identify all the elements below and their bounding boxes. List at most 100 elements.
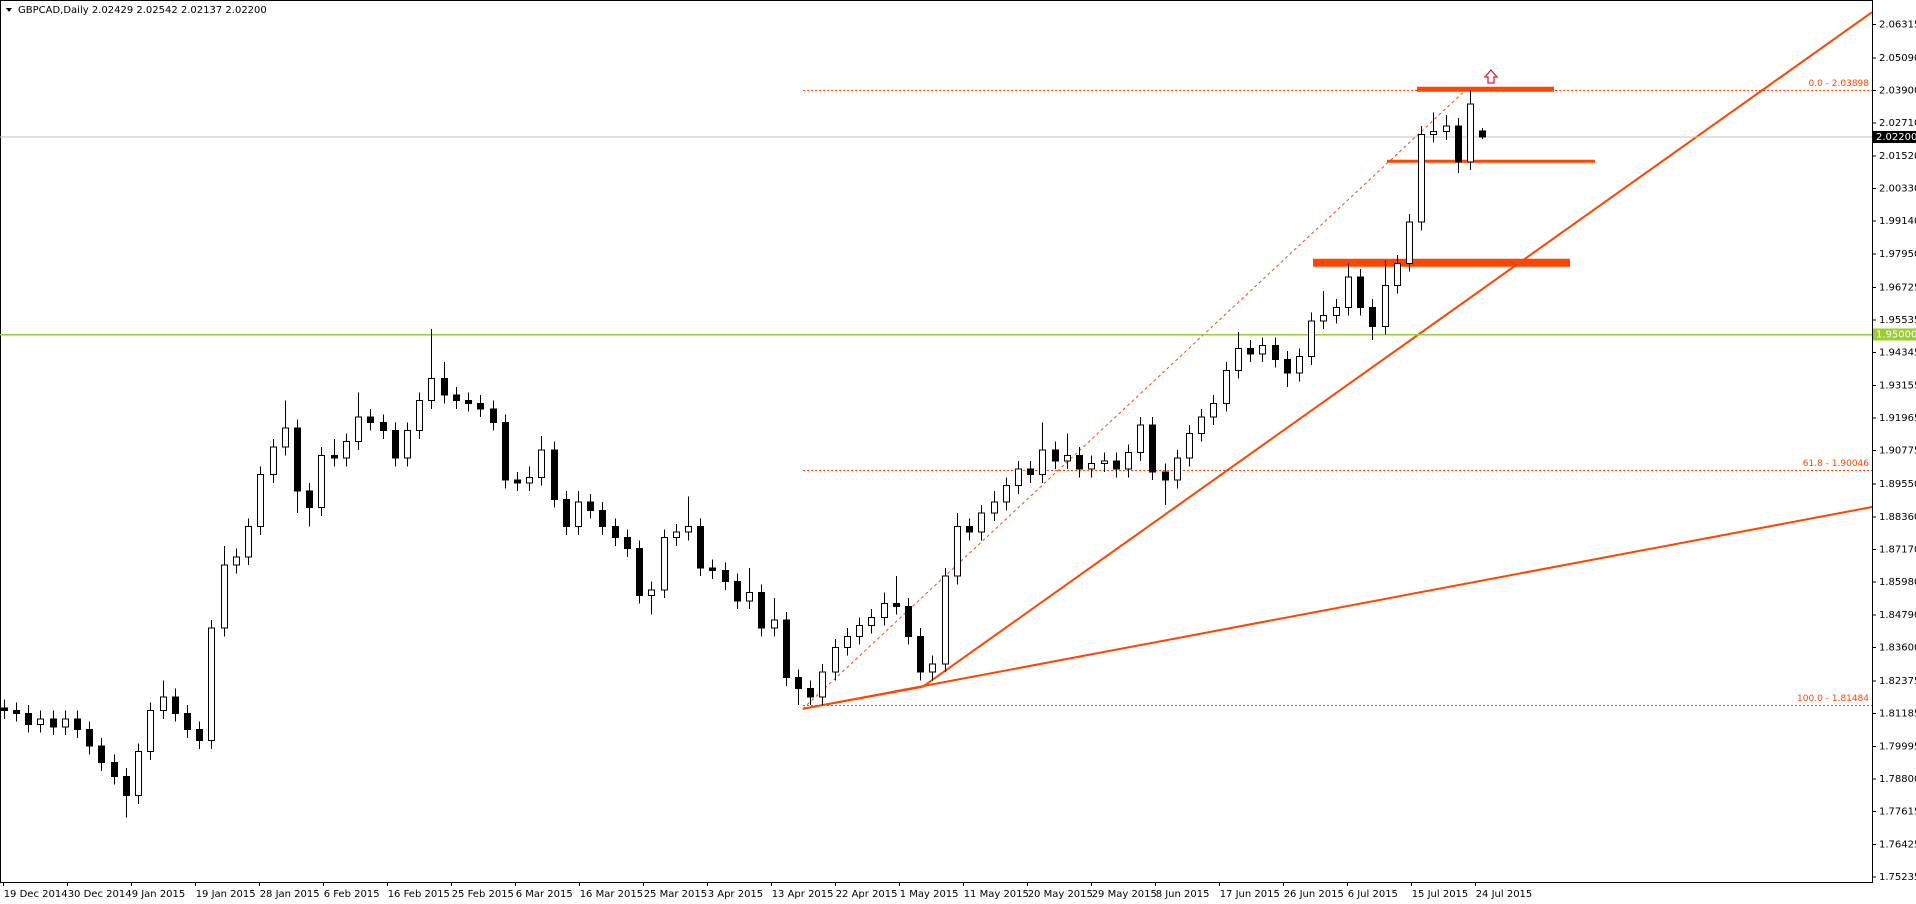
level-label: 2.02200 [1876, 132, 1916, 143]
candle-body [490, 408, 497, 423]
candle-body [221, 564, 228, 629]
candle-body [1149, 424, 1156, 473]
y-tick-label: 1.85980 [1879, 577, 1916, 588]
x-tick-label: 11 May 2015 [964, 889, 1029, 900]
candle-body [1198, 416, 1205, 434]
y-tick-label: 1.90775 [1879, 446, 1916, 457]
candle-body [282, 427, 289, 448]
fib-label: 100.0 - 1.81484 [1797, 694, 1869, 704]
candle-body [306, 490, 313, 509]
candle-body [1284, 358, 1291, 374]
chart-title: GBPCAD,Daily 2.02429 2.02542 2.02137 2.0… [18, 5, 267, 16]
candle-body [954, 526, 961, 577]
y-tick-label: 1.94345 [1879, 348, 1916, 359]
candle-body [13, 710, 20, 714]
candle-body [428, 378, 435, 402]
candle-body [648, 589, 655, 596]
level-label: 1.95000 [1876, 330, 1916, 341]
candle-body [98, 745, 105, 764]
candle-body [1406, 221, 1413, 264]
candle-body [502, 421, 509, 481]
candle-body [893, 603, 900, 607]
trend-line [922, 11, 1873, 688]
candle-body [612, 526, 619, 539]
x-tick-label: 16 Mar 2015 [580, 889, 643, 900]
level-box [1873, 328, 1916, 341]
y-tick-label: 2.05090 [1879, 53, 1916, 64]
candle-body [477, 402, 484, 410]
candle-body [856, 624, 863, 637]
fib-label: 61.8 - 1.90046 [1803, 459, 1869, 469]
candle-body [1076, 454, 1083, 470]
candle-body [917, 635, 924, 673]
candle-body [135, 751, 142, 797]
candle-body [1430, 131, 1437, 135]
candle-body [1027, 468, 1034, 476]
candle-body [1308, 320, 1315, 358]
candle-body [758, 592, 765, 629]
candle-body [1235, 347, 1242, 371]
candle-body [1272, 345, 1279, 360]
candle-body [147, 710, 154, 753]
candle-body [1467, 103, 1474, 163]
candle-body [978, 512, 985, 533]
x-tick-label: 25 Mar 2015 [644, 889, 707, 900]
x-tick-label: 25 Feb 2015 [452, 889, 514, 900]
candle-body [551, 449, 558, 500]
candle-body [929, 663, 936, 673]
x-tick-label: 6 Feb 2015 [324, 889, 380, 900]
candle-body [819, 671, 826, 698]
candle-body [465, 400, 472, 404]
candle-body [575, 501, 582, 528]
candle-body [881, 603, 888, 618]
candle-body [1101, 460, 1108, 465]
candle-body [1174, 457, 1181, 481]
candle-body [514, 479, 521, 484]
candle-body [1418, 133, 1425, 223]
candle-body [86, 729, 93, 747]
candle-body [1088, 463, 1095, 470]
candle-body [709, 567, 716, 572]
candle-body [1064, 454, 1071, 462]
candle-body [795, 677, 802, 690]
x-tick-label: 16 Feb 2015 [388, 889, 450, 900]
candle-body [1210, 402, 1217, 418]
x-tick-label: 6 Jul 2015 [1348, 889, 1398, 900]
candle-body [1394, 262, 1401, 286]
candle-body [257, 474, 264, 528]
candle-body [746, 592, 753, 602]
x-tick-label: 13 Apr 2015 [772, 889, 834, 900]
x-tick-label: 1 May 2015 [900, 889, 959, 900]
candle-body [734, 581, 741, 602]
y-tick-label: 1.84790 [1879, 610, 1916, 621]
candle-body [1186, 432, 1193, 459]
candle-body [1296, 356, 1303, 374]
candle-body [697, 526, 704, 569]
candle-body [844, 635, 851, 648]
candle-body [1479, 130, 1486, 138]
y-tick-label: 1.89550 [1879, 479, 1916, 490]
y-tick-label: 2.06315 [1879, 19, 1916, 30]
candle-body [563, 498, 570, 528]
y-tick-label: 1.79995 [1879, 741, 1916, 752]
trend-line [802, 506, 1873, 710]
x-tick-label: 30 Dec 2014 [68, 889, 132, 900]
candle-body [123, 775, 130, 797]
candle-body [991, 501, 998, 514]
candle-body [661, 537, 668, 591]
y-tick-label: 1.78800 [1879, 774, 1916, 785]
candle-body [587, 501, 594, 511]
candle-body [1162, 471, 1169, 481]
y-tick-label: 1.91965 [1879, 413, 1916, 424]
candle-body [1125, 452, 1132, 470]
y-tick-label: 1.75235 [1879, 872, 1916, 883]
candle-body [636, 548, 643, 596]
candle-body [905, 605, 912, 637]
candle-body [722, 570, 729, 583]
y-tick-label: 2.03900 [1879, 86, 1916, 97]
candles [1, 90, 1486, 818]
candle-body [1369, 306, 1376, 327]
fib-label: 0.0 - 2.03898 [1809, 79, 1870, 89]
x-tick-label: 20 May 2015 [1028, 889, 1093, 900]
